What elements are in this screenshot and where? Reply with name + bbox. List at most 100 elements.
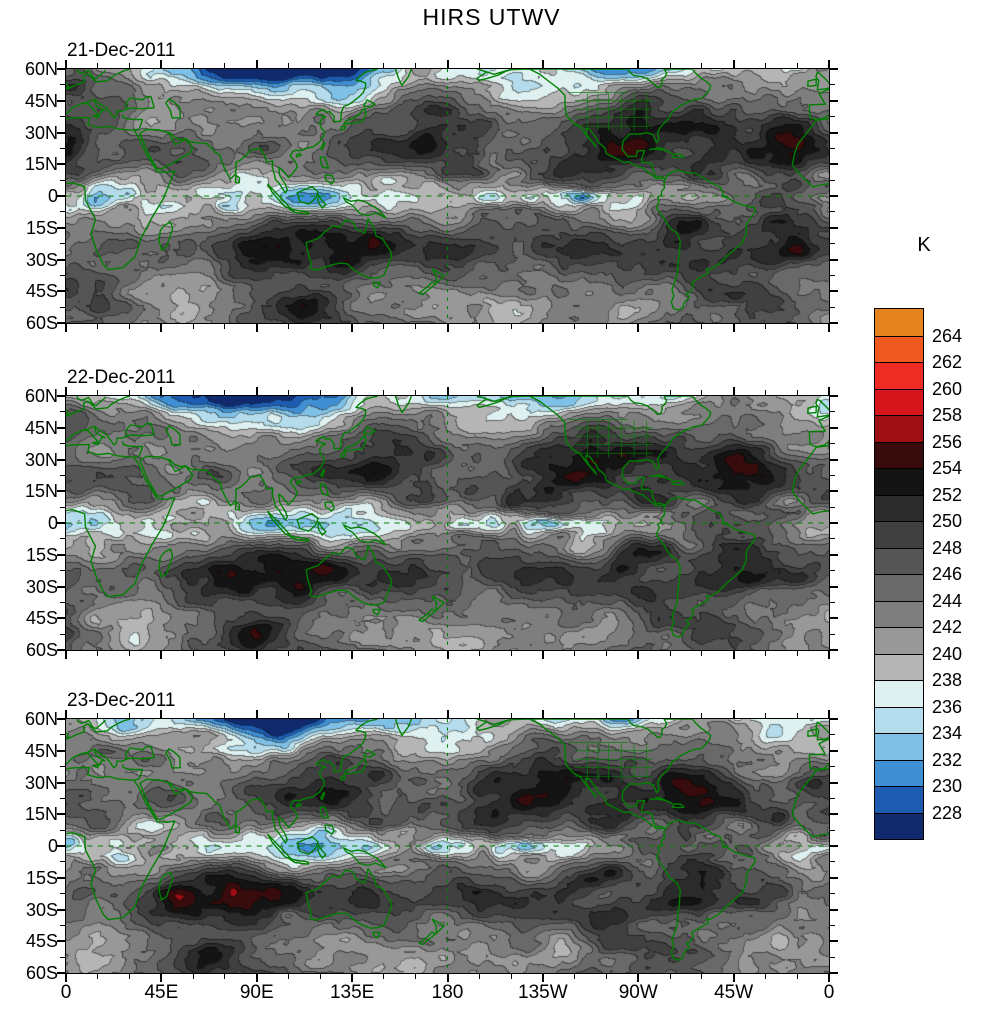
- axis-tick: [65, 60, 67, 68]
- axis-tick: [60, 766, 65, 768]
- axis-tick: [255, 324, 258, 332]
- axis-tick: [605, 390, 607, 395]
- axis-tick: [60, 84, 65, 86]
- axis-tick: [541, 710, 544, 718]
- colorbar-box: [875, 468, 923, 495]
- colorbar-tick-label: 230: [932, 776, 963, 796]
- axis-tick: [701, 324, 703, 329]
- axis-tick: [97, 974, 99, 979]
- axis-tick: [288, 974, 290, 979]
- axis-tick: [160, 324, 163, 332]
- axis-tick: [830, 718, 838, 720]
- axis-tick: [830, 601, 835, 603]
- y-tick-label: 30S: [25, 899, 58, 920]
- axis-tick: [97, 390, 99, 395]
- axis-tick: [57, 553, 65, 556]
- axis-tick: [57, 617, 65, 620]
- y-tick-label: 60S: [25, 963, 58, 983]
- coastlines-path-wrap: [476, 396, 829, 638]
- axis-tick: [351, 651, 354, 659]
- axis-tick: [224, 63, 226, 68]
- axis-tick: [830, 876, 838, 879]
- axis-tick: [701, 63, 703, 68]
- colorbar-box: [875, 388, 923, 415]
- axis-tick: [97, 63, 99, 68]
- axis-tick: [830, 538, 835, 540]
- coastlines-path-wrap: [476, 719, 829, 961]
- axis-tick: [351, 974, 354, 982]
- axis-tick: [57, 649, 65, 651]
- axis-tick: [60, 956, 65, 958]
- panel-date-3: 23-Dec-2011: [67, 690, 176, 711]
- y-tick-label: 0: [47, 836, 58, 856]
- axis-tick: [478, 974, 480, 979]
- y-tick-label: 60S: [25, 640, 58, 660]
- colorbar-box: [875, 600, 923, 627]
- axis-tick: [830, 940, 838, 943]
- axis-tick: [605, 651, 607, 656]
- axis-tick: [255, 651, 258, 659]
- axis-tick: [319, 974, 321, 979]
- axis-tick: [383, 713, 385, 718]
- x-tick-label: 135W: [518, 982, 568, 1003]
- axis-tick: [60, 797, 65, 799]
- axis-tick: [701, 974, 703, 979]
- axis-tick: [60, 474, 65, 476]
- axis-tick: [830, 195, 838, 197]
- map-panel-1: [65, 68, 830, 324]
- colorbar-box: [875, 415, 923, 442]
- axis-tick: [415, 63, 417, 68]
- y-tick-label: 15S: [25, 867, 58, 888]
- axis-tick: [764, 974, 766, 979]
- coastlines-path: [66, 396, 445, 623]
- y-tick-label: 45N: [24, 740, 58, 761]
- axis-tick: [796, 974, 798, 979]
- axis-tick: [57, 845, 65, 847]
- axis-tick: [510, 974, 512, 979]
- x-tick-label: 0: [823, 982, 835, 1003]
- axis-tick: [732, 387, 735, 395]
- axis-tick: [60, 506, 65, 508]
- axis-tick: [446, 324, 449, 332]
- axis-tick: [701, 713, 703, 718]
- axis-tick: [319, 390, 321, 395]
- axis-tick: [97, 324, 99, 329]
- axis-tick: [129, 974, 131, 979]
- axis-tick: [796, 651, 798, 656]
- axis-tick: [415, 324, 417, 329]
- axis-tick: [192, 651, 194, 656]
- axis-tick: [732, 324, 735, 332]
- us-state-borders-path: [568, 91, 654, 131]
- axis-tick: [57, 322, 65, 324]
- axis-tick: [319, 324, 321, 329]
- axis-tick: [60, 570, 65, 572]
- axis-tick: [830, 290, 838, 293]
- axis-tick: [830, 749, 838, 752]
- colorbar-box: [875, 627, 923, 654]
- axis-tick: [224, 390, 226, 395]
- panel-date-2: 22-Dec-2011: [67, 367, 176, 388]
- axis-tick: [764, 324, 766, 329]
- coastlines-path: [66, 69, 445, 296]
- coastline-overlay: [66, 396, 829, 650]
- axis-tick: [60, 243, 65, 245]
- axis-tick: [830, 893, 835, 895]
- axis-tick: [830, 243, 835, 245]
- axis-tick: [383, 651, 385, 656]
- map-plot-area-3: [66, 719, 829, 973]
- axis-tick: [701, 390, 703, 395]
- axis-tick: [57, 908, 65, 911]
- axis-tick: [830, 829, 835, 831]
- axis-tick: [60, 829, 65, 831]
- axis-tick: [129, 63, 131, 68]
- axis-tick: [830, 322, 838, 324]
- axis-tick: [830, 147, 835, 149]
- axis-tick: [637, 710, 640, 718]
- axis-tick: [383, 324, 385, 329]
- colorbar-tick-label: 238: [932, 670, 963, 690]
- y-tick-label: 0: [47, 186, 58, 206]
- y-tick-label: 15S: [25, 217, 58, 238]
- axis-tick: [796, 63, 798, 68]
- axis-tick: [160, 651, 163, 659]
- axis-tick: [701, 651, 703, 656]
